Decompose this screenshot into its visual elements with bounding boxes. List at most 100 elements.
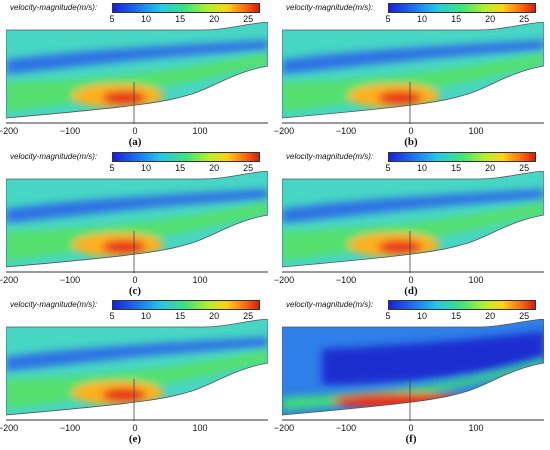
domain-outline xyxy=(6,171,268,268)
colorbar-label: velocity-magnitude(m/s): xyxy=(286,3,374,12)
shear-layer xyxy=(6,201,268,261)
x-tick-label: −200 xyxy=(0,423,19,433)
x-tick-label: 0 xyxy=(408,126,414,136)
colorbar-tick: 10 xyxy=(417,163,428,173)
contour-panel-e: velocity-magnitude(m/s): 5 10 15 20 25 −200 −10… xyxy=(0,299,270,449)
contour-panel-f: velocity-magnitude(m/s): 5 10 15 20 25 −200 −10… xyxy=(273,299,546,449)
x-tick-label: 100 xyxy=(468,126,484,136)
colorbar-tick: 5 xyxy=(109,14,115,24)
colorbar-tick: 5 xyxy=(385,14,391,24)
panel-label: (c) xyxy=(128,285,142,297)
x-tick-label: 0 xyxy=(408,423,414,433)
domain-outline xyxy=(282,319,544,416)
x-tick-label: −200 xyxy=(0,126,19,136)
colorbar-tick: 10 xyxy=(417,311,428,321)
colorbar-tick: 20 xyxy=(209,14,220,24)
x-tick-label: 0 xyxy=(132,423,138,433)
colorbar-tick: 5 xyxy=(109,311,115,321)
colorbar-tick: 10 xyxy=(141,311,152,321)
shear-layer xyxy=(6,52,268,112)
contour-panel-a: velocity-magnitude(m/s): 5 10 15 20 25 −200 −10… xyxy=(0,2,270,152)
low-velocity-band xyxy=(282,40,544,74)
velocity-field-plot xyxy=(282,319,544,421)
colorbar-tick: 25 xyxy=(243,163,254,173)
colorbar-gradient xyxy=(388,300,536,310)
colorbar-tick: 20 xyxy=(485,14,496,24)
jet-peak xyxy=(378,91,422,105)
x-tick-label: 0 xyxy=(408,275,414,285)
colorbar-tick: 15 xyxy=(451,311,462,321)
colorbar-gradient xyxy=(388,3,536,13)
jet-peak xyxy=(102,388,146,402)
shear-layer xyxy=(282,52,544,112)
colorbar-tick: 10 xyxy=(141,14,152,24)
domain-outline xyxy=(282,171,544,268)
colorbar-tick: 15 xyxy=(451,163,462,173)
colorbar-tick: 15 xyxy=(175,14,186,24)
colorbar-gradient xyxy=(112,3,260,13)
x-tick-label: 100 xyxy=(468,275,484,285)
colorbar-tick: 15 xyxy=(175,311,186,321)
colorbar-label: velocity-magnitude(m/s): xyxy=(10,300,98,309)
x-tick-label: −100 xyxy=(335,275,357,285)
contour-panel-b: velocity-magnitude(m/s): 5 10 15 20 25 −200 −10… xyxy=(273,2,546,152)
colorbar-tick: 25 xyxy=(519,14,530,24)
domain-outline xyxy=(282,22,544,119)
colorbar-tick: 10 xyxy=(417,14,428,24)
colorbar-tick: 25 xyxy=(243,14,254,24)
colorbar-tick: 5 xyxy=(109,163,115,173)
colorbar-tick: 15 xyxy=(451,14,462,24)
colorbar-tick: 25 xyxy=(243,311,254,321)
x-tick-label: −100 xyxy=(335,126,357,136)
colorbar-tick: 20 xyxy=(485,163,496,173)
panel-label: (f) xyxy=(405,433,417,445)
colorbar-tick: 10 xyxy=(141,163,152,173)
x-tick-label: −200 xyxy=(273,423,295,433)
velocity-field-plot xyxy=(6,171,268,273)
colorbar-tick: 25 xyxy=(519,163,530,173)
low-velocity-band xyxy=(322,331,544,385)
colorbar-label: velocity-magnitude(m/s): xyxy=(286,152,374,161)
x-tick-label: 100 xyxy=(192,126,208,136)
colorbar-tick: 25 xyxy=(519,311,530,321)
x-tick-label: −100 xyxy=(59,275,81,285)
low-velocity-band xyxy=(6,40,268,74)
contour-panel-c: velocity-magnitude(m/s): 5 10 15 20 25 −200 −10… xyxy=(0,151,270,301)
velocity-field-plot xyxy=(6,319,268,421)
panel-label: (b) xyxy=(404,136,418,148)
colorbar-tick: 20 xyxy=(209,163,220,173)
low-velocity-band xyxy=(282,189,544,223)
x-tick-label: −200 xyxy=(0,275,19,285)
panel-label: (a) xyxy=(128,136,142,148)
jet-peak xyxy=(102,91,146,105)
x-tick-label: 0 xyxy=(132,126,138,136)
low-velocity-band xyxy=(6,189,268,223)
colorbar-gradient xyxy=(112,152,260,162)
contour-panel-d: velocity-magnitude(m/s): 5 10 15 20 25 −200 −10… xyxy=(273,151,546,301)
velocity-field-plot xyxy=(6,22,268,124)
colorbar-label: velocity-magnitude(m/s): xyxy=(286,300,374,309)
velocity-field-plot xyxy=(282,171,544,273)
x-tick-label: 100 xyxy=(192,275,208,285)
colorbar-tick: 5 xyxy=(385,163,391,173)
shear-layer xyxy=(282,201,544,261)
x-tick-label: 0 xyxy=(132,275,138,285)
jet-peak xyxy=(102,240,146,254)
low-velocity-band xyxy=(6,337,268,371)
x-tick-label: −200 xyxy=(273,126,295,136)
panel-label: (d) xyxy=(404,285,418,297)
colorbar-label: velocity-magnitude(m/s): xyxy=(10,152,98,161)
shear-layer xyxy=(6,349,268,409)
colorbar-tick: 20 xyxy=(209,311,220,321)
x-tick-label: 100 xyxy=(468,423,484,433)
jet-peak xyxy=(378,240,422,254)
colorbar-tick: 5 xyxy=(385,311,391,321)
velocity-field-plot xyxy=(282,22,544,124)
colorbar-gradient xyxy=(112,300,260,310)
colorbar-label: velocity-magnitude(m/s): xyxy=(10,3,98,12)
colorbar-tick: 20 xyxy=(485,311,496,321)
x-tick-label: −200 xyxy=(273,275,295,285)
panel-label: (e) xyxy=(128,433,142,445)
x-tick-label: −100 xyxy=(59,423,81,433)
domain-outline xyxy=(6,22,268,119)
